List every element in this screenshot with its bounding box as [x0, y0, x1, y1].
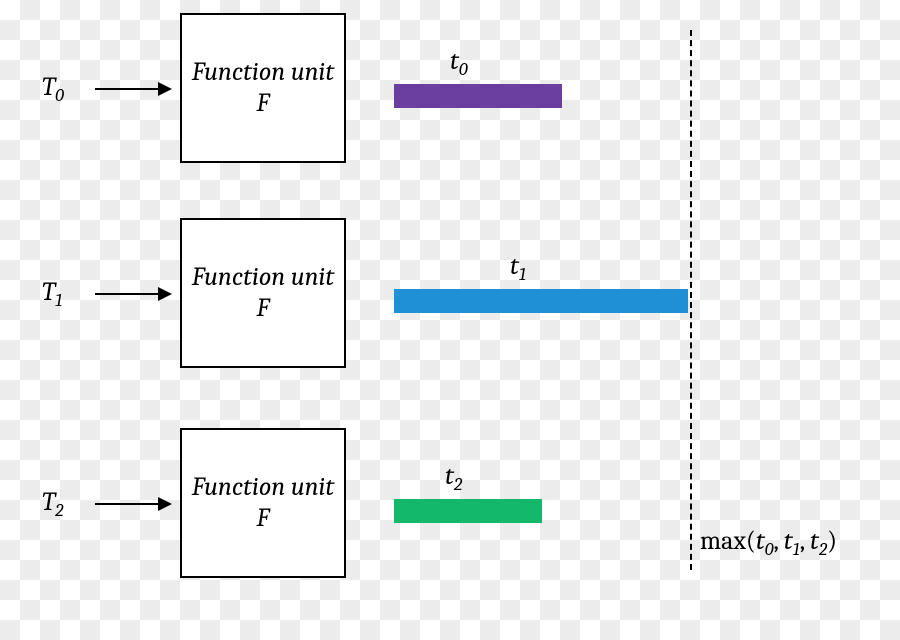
input-label-0: T0: [42, 72, 64, 106]
bar-sym-1: t: [510, 251, 519, 281]
max-expression: max(t0, t1, t2): [700, 526, 837, 560]
function-box-0: Function unit F: [180, 13, 346, 163]
bar-sub-0: 0: [459, 59, 468, 80]
function-box-2: Function unit F: [180, 428, 346, 578]
bar-1: [394, 289, 688, 313]
bar-label-2: t2: [445, 461, 462, 495]
bar-sub-2: 2: [454, 474, 462, 495]
box-text-0: Function unit F: [190, 57, 336, 119]
bar-sym-0: t: [450, 46, 459, 76]
input-label-1: T1: [42, 277, 62, 311]
input-sub-0: 0: [55, 85, 64, 106]
input-label-2: T2: [42, 487, 63, 521]
function-box-1: Function unit F: [180, 218, 346, 368]
bar-2: [394, 499, 542, 523]
bar-label-0: t0: [450, 46, 468, 80]
arrow-2: [95, 503, 170, 505]
box-text-1: Function unit F: [190, 262, 336, 324]
input-sym-1: T: [42, 277, 55, 307]
bar-label-1: t1: [510, 251, 526, 285]
input-sub-2: 2: [55, 500, 63, 521]
box-text-2: Function unit F: [190, 472, 336, 534]
input-sym-0: T: [42, 72, 55, 102]
bar-sym-2: t: [445, 461, 454, 491]
arrow-0: [95, 88, 170, 90]
arrow-1: [95, 293, 170, 295]
bar-sub-1: 1: [519, 264, 526, 285]
dashed-sync-line: [690, 30, 692, 570]
input-sym-2: T: [42, 487, 55, 517]
bar-0: [394, 84, 562, 108]
input-sub-1: 1: [55, 290, 62, 311]
